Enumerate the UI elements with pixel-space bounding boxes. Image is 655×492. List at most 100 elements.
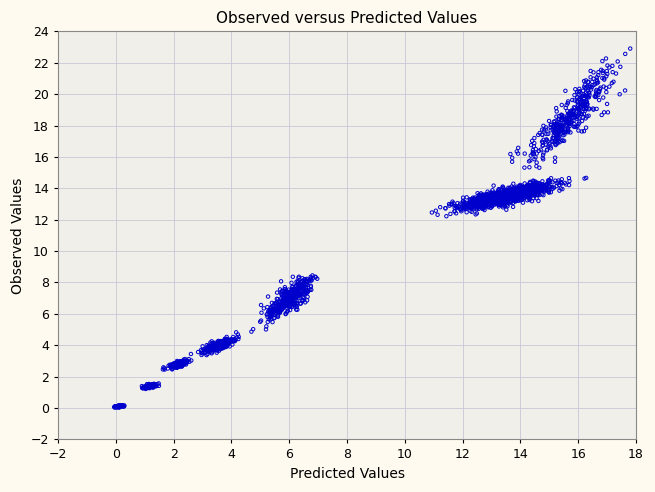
Point <box>546 188 556 196</box>
Point <box>495 193 506 201</box>
Point <box>265 307 276 315</box>
Point <box>109 403 119 411</box>
Point <box>508 184 518 192</box>
Point <box>177 359 187 367</box>
Point <box>523 188 534 196</box>
Point <box>288 283 298 291</box>
Point <box>114 402 124 410</box>
Point <box>497 201 508 209</box>
Point <box>511 187 521 195</box>
Point <box>499 190 510 198</box>
Point <box>510 191 521 199</box>
Point <box>620 87 630 94</box>
Point <box>147 381 158 389</box>
Point <box>504 193 514 201</box>
Point <box>512 183 522 190</box>
Point <box>302 281 312 289</box>
Point <box>470 200 480 208</box>
Point <box>485 198 496 206</box>
Point <box>508 192 519 200</box>
Point <box>486 196 496 204</box>
Point <box>526 185 536 193</box>
Point <box>481 199 492 207</box>
Point <box>553 137 564 145</box>
Point <box>531 185 541 193</box>
Point <box>508 190 518 198</box>
Point <box>523 188 533 196</box>
Point <box>527 148 538 156</box>
Point <box>279 302 290 309</box>
Point <box>576 97 586 105</box>
Point <box>206 345 216 353</box>
Point <box>511 193 521 201</box>
Point <box>557 122 568 130</box>
Point <box>521 187 531 195</box>
Point <box>220 343 231 351</box>
Point <box>172 359 183 367</box>
Point <box>472 198 482 206</box>
Point <box>494 198 504 206</box>
Point <box>478 205 489 213</box>
Point <box>614 91 625 98</box>
Point <box>486 193 496 201</box>
Point <box>115 403 126 411</box>
Point <box>217 342 228 350</box>
Point <box>279 297 290 305</box>
Point <box>272 305 283 312</box>
Point <box>198 349 208 357</box>
Point <box>491 192 501 200</box>
Point <box>519 190 530 198</box>
Point <box>476 198 487 206</box>
Point <box>286 303 297 311</box>
Point <box>447 198 458 206</box>
Point <box>512 184 523 192</box>
Point <box>534 187 545 195</box>
Point <box>294 279 305 287</box>
Point <box>502 193 512 201</box>
Point <box>221 333 232 341</box>
Point <box>284 292 295 300</box>
Point <box>537 126 548 134</box>
Point <box>159 365 170 372</box>
Point <box>272 306 282 314</box>
Point <box>219 342 230 350</box>
Point <box>576 98 586 106</box>
Point <box>502 201 512 209</box>
Point <box>505 190 515 198</box>
Point <box>181 357 191 365</box>
Point <box>489 182 499 189</box>
Point <box>516 187 527 195</box>
Point <box>536 187 546 195</box>
Point <box>265 315 276 323</box>
Point <box>484 203 495 211</box>
Point <box>204 342 214 350</box>
Point <box>514 186 524 194</box>
Point <box>517 184 527 192</box>
Point <box>547 138 557 146</box>
Point <box>504 193 515 201</box>
Point <box>574 105 584 113</box>
Point <box>474 196 485 204</box>
Point <box>591 76 602 84</box>
Point <box>521 188 531 196</box>
Point <box>531 150 542 157</box>
Point <box>288 291 298 299</box>
Point <box>215 342 226 350</box>
Point <box>500 193 511 201</box>
Point <box>151 382 162 390</box>
Point <box>515 183 525 190</box>
Point <box>538 184 548 192</box>
Point <box>508 189 518 197</box>
Point <box>497 191 508 199</box>
Point <box>166 362 176 370</box>
Point <box>113 403 124 411</box>
Point <box>209 342 219 350</box>
Point <box>170 364 180 371</box>
Point <box>522 185 533 193</box>
Point <box>196 349 207 357</box>
Point <box>178 360 189 368</box>
Point <box>508 187 519 195</box>
Point <box>114 403 124 411</box>
Point <box>488 196 498 204</box>
Point <box>441 212 451 220</box>
